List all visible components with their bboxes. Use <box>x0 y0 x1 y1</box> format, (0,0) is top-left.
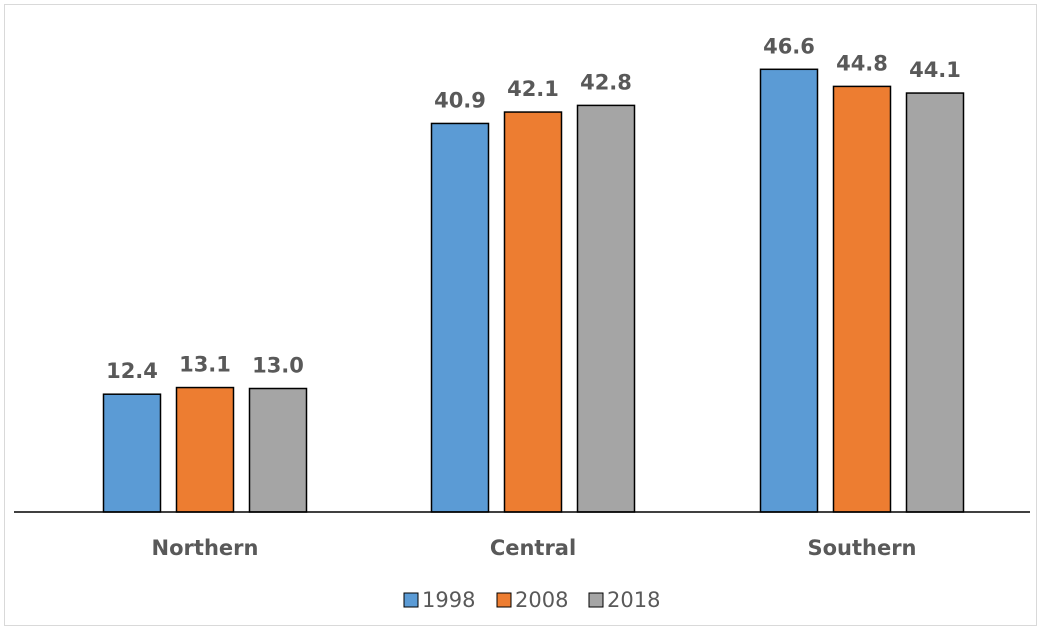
bar-northern-2008 <box>175 386 235 513</box>
data-label: 44.1 <box>909 58 961 82</box>
data-label: 13.1 <box>179 353 231 377</box>
bar-southern-1998 <box>759 68 819 513</box>
legend-swatch-2008 <box>496 592 512 608</box>
bar-central-1998 <box>430 122 490 513</box>
legend-label: 1998 <box>422 588 475 612</box>
data-label: 13.0 <box>252 354 304 378</box>
bar-southern-2008 <box>832 85 892 513</box>
bar-northern-1998 <box>102 393 162 513</box>
data-label: 46.6 <box>763 34 815 58</box>
data-label: 44.8 <box>836 51 888 75</box>
chart-frame <box>4 4 1037 626</box>
bar-central-2008 <box>503 111 563 513</box>
data-label: 42.1 <box>507 77 559 101</box>
bar-southern-2018 <box>905 92 965 513</box>
legend-swatch-2018 <box>588 592 604 608</box>
data-label: 42.8 <box>580 70 632 94</box>
bar-northern-2018 <box>248 387 308 513</box>
category-label: Central <box>490 536 576 560</box>
bar-central-2018 <box>576 104 636 513</box>
category-label: Southern <box>807 536 916 560</box>
category-label: Northern <box>152 536 259 560</box>
legend-swatch-1998 <box>403 592 419 608</box>
data-label: 40.9 <box>434 88 486 112</box>
data-label: 12.4 <box>106 359 158 383</box>
legend-label: 2008 <box>515 588 568 612</box>
legend-label: 2018 <box>607 588 660 612</box>
